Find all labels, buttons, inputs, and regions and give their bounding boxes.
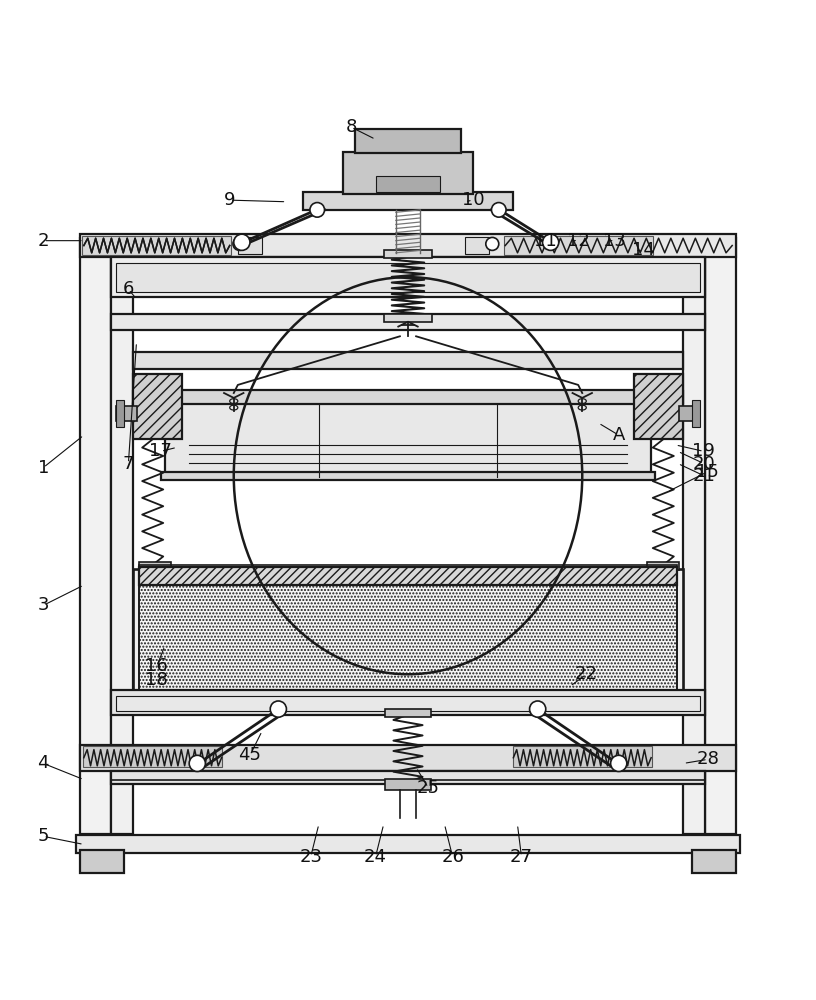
Text: 25: 25 xyxy=(417,779,440,797)
Bar xyxy=(80,850,124,873)
Bar xyxy=(512,746,652,767)
Text: 17: 17 xyxy=(149,442,172,460)
Bar xyxy=(375,176,441,192)
Bar xyxy=(116,263,700,292)
Text: 13: 13 xyxy=(603,232,626,250)
Bar xyxy=(133,391,683,403)
Bar xyxy=(165,403,651,476)
Bar xyxy=(303,192,513,210)
Bar xyxy=(355,129,461,153)
Text: 14: 14 xyxy=(632,241,654,259)
Bar xyxy=(116,400,124,427)
Bar xyxy=(237,237,262,254)
Text: 19: 19 xyxy=(692,442,716,460)
Text: 23: 23 xyxy=(299,848,322,866)
Circle shape xyxy=(189,755,206,771)
Circle shape xyxy=(543,234,559,250)
Bar xyxy=(133,374,182,439)
Bar xyxy=(692,400,700,427)
Bar xyxy=(139,585,677,690)
Text: 15: 15 xyxy=(696,463,719,481)
Text: 6: 6 xyxy=(122,280,134,298)
Circle shape xyxy=(486,237,499,250)
Bar xyxy=(683,254,706,834)
Bar xyxy=(706,238,736,834)
Bar xyxy=(344,152,472,194)
Bar xyxy=(133,352,683,369)
Bar xyxy=(83,746,223,767)
Text: 27: 27 xyxy=(510,848,533,866)
Text: 10: 10 xyxy=(462,191,484,209)
Text: 2: 2 xyxy=(38,232,49,250)
Circle shape xyxy=(610,755,627,771)
Bar xyxy=(503,236,653,255)
Text: 18: 18 xyxy=(145,671,168,689)
Text: 22: 22 xyxy=(574,665,598,683)
Circle shape xyxy=(233,234,250,250)
Text: 24: 24 xyxy=(364,848,387,866)
Circle shape xyxy=(530,701,546,717)
Bar xyxy=(680,406,700,421)
Bar xyxy=(110,690,706,715)
Bar xyxy=(80,745,736,771)
Text: 9: 9 xyxy=(224,191,236,209)
Text: 5: 5 xyxy=(38,827,49,845)
Text: 11: 11 xyxy=(534,232,557,250)
Bar xyxy=(385,709,431,717)
Bar xyxy=(110,314,706,330)
Text: 28: 28 xyxy=(696,750,719,768)
Bar xyxy=(647,562,680,570)
Text: 7: 7 xyxy=(122,455,134,473)
Bar xyxy=(110,257,706,297)
Bar xyxy=(116,406,136,421)
Bar xyxy=(139,562,171,570)
Bar xyxy=(80,234,736,257)
Text: 21: 21 xyxy=(692,467,716,485)
Text: 4: 4 xyxy=(38,754,49,772)
Bar xyxy=(76,835,740,853)
Bar xyxy=(634,374,683,439)
Circle shape xyxy=(233,237,246,250)
Text: 26: 26 xyxy=(441,848,464,866)
Bar xyxy=(161,390,655,404)
Bar xyxy=(384,314,432,322)
Bar xyxy=(110,254,133,834)
Text: 1: 1 xyxy=(38,459,49,477)
Bar xyxy=(133,569,683,695)
Text: 45: 45 xyxy=(238,746,261,764)
Circle shape xyxy=(310,203,325,217)
Bar xyxy=(692,850,736,873)
Text: 16: 16 xyxy=(145,657,168,675)
Bar xyxy=(116,696,700,711)
Bar xyxy=(384,250,432,258)
Text: 20: 20 xyxy=(693,455,715,473)
Bar xyxy=(465,237,489,254)
Bar xyxy=(139,565,677,690)
Bar xyxy=(161,472,655,480)
Bar xyxy=(82,236,231,255)
Bar xyxy=(139,567,677,585)
Text: 8: 8 xyxy=(346,118,357,136)
Bar xyxy=(385,779,431,790)
Circle shape xyxy=(491,203,506,217)
Text: 3: 3 xyxy=(38,596,49,614)
Text: 12: 12 xyxy=(567,232,590,250)
Bar xyxy=(110,771,706,784)
Bar xyxy=(80,238,110,834)
Circle shape xyxy=(270,701,286,717)
Text: A: A xyxy=(613,426,625,444)
